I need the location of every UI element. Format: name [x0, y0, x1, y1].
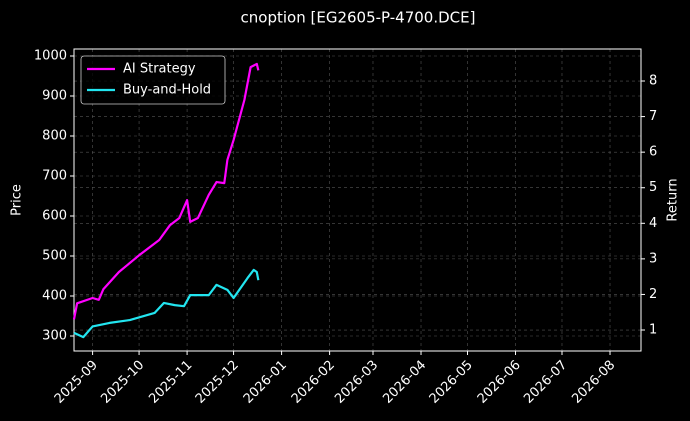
y2-axis-label: Return: [666, 178, 681, 221]
legend-label: AI Strategy: [123, 62, 196, 77]
y-axis-label: Price: [10, 184, 25, 216]
x-tick-label: 2025-09: [52, 358, 101, 407]
y2-tick-label: 1: [649, 323, 657, 338]
y2-tick-label: 7: [649, 109, 657, 124]
y2-tick-label: 4: [649, 216, 657, 231]
y-tick-label: 500: [42, 249, 67, 264]
line-series: [73, 268, 260, 339]
legend-box: [80, 55, 226, 105]
y2-tick-label: 6: [649, 145, 657, 160]
x-tick-label: 2026-07: [521, 358, 570, 407]
y-tick-label: 1000: [34, 49, 67, 64]
y2-tick-label: 2: [649, 287, 657, 302]
x-tick-label: 2026-02: [289, 358, 338, 407]
x-tick-label: 2025-10: [98, 358, 147, 407]
x-tick-label: 2026-08: [569, 358, 618, 407]
y2-tick-label: 5: [649, 180, 657, 195]
x-tick-label: 2026-01: [241, 358, 290, 407]
y-tick-label: 300: [42, 329, 67, 344]
line-series: [72, 62, 260, 320]
y2-tick-label: 8: [649, 74, 657, 89]
x-tick-label: 2025-12: [193, 358, 242, 407]
legend-label: Buy-and-Hold: [123, 83, 211, 98]
y-tick-label: 800: [42, 129, 67, 144]
y-tick-label: 600: [42, 209, 67, 224]
x-tick-label: 2025-11: [146, 358, 195, 407]
y-tick-label: 900: [42, 89, 67, 104]
chart-title: cnoption [EG2605-P-4700.DCE]: [241, 9, 476, 27]
x-tick-label: 2026-06: [475, 358, 524, 407]
x-tick-label: 2026-03: [332, 358, 381, 407]
plot-frame: [73, 48, 642, 352]
y-tick-label: 700: [42, 169, 67, 184]
y2-tick-label: 3: [649, 251, 657, 266]
x-tick-label: 2026-05: [427, 358, 476, 407]
y-tick-label: 400: [42, 289, 67, 304]
x-tick-label: 2026-04: [380, 358, 429, 407]
